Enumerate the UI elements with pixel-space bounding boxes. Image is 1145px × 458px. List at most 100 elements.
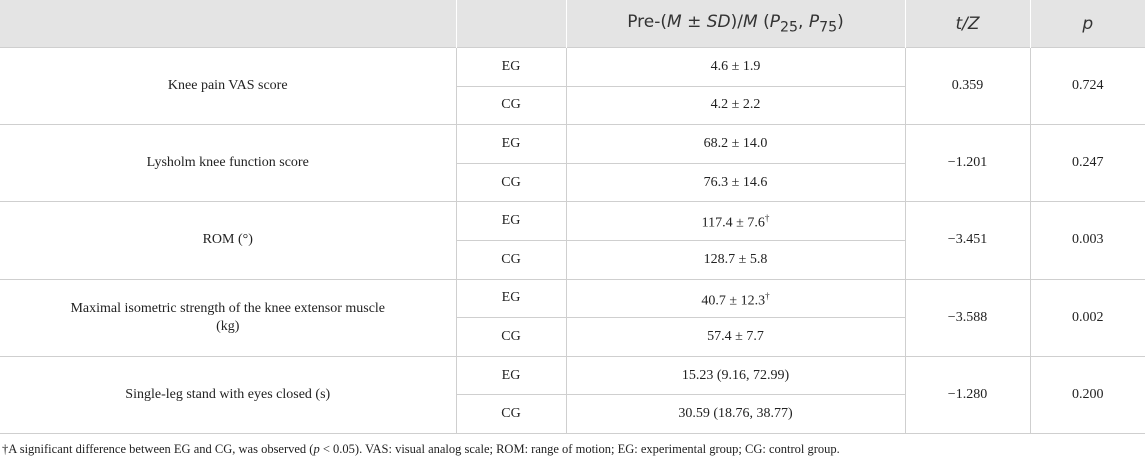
- group-cell: CG: [456, 394, 567, 434]
- header-text: Pre-(: [627, 11, 668, 32]
- p-value: 0.002: [1072, 309, 1104, 325]
- t-value: 0.359: [951, 78, 984, 94]
- header-cell: p: [1030, 0, 1145, 48]
- table-row: ROM (°) EG 117.4 ± 7.6† −3.451 0.003: [0, 201, 1145, 280]
- group-cell: EG: [455, 124, 567, 164]
- value: 30.59 (18.76, 38.77): [678, 406, 793, 422]
- row-label-cell: Lysholm knee function score: [0, 124, 457, 203]
- significance-mark: †: [764, 213, 770, 224]
- group-cell: EG: [455, 201, 567, 241]
- header-text: t/Z: [955, 13, 980, 34]
- table-row: CG 4.2 ± 2.2: [0, 85, 1145, 126]
- group-name: CG: [501, 251, 521, 267]
- value: 40.7 ± 12.3: [701, 293, 766, 309]
- footnote-text: < 0.05). VAS: visual analog scale; ROM: …: [319, 441, 840, 456]
- data-table: Pre-(M ± SD)/M (P25, P75) t/Z p Knee pai…: [0, 0, 1145, 434]
- row-label: Single-leg stand with eyes closed (s): [125, 386, 331, 402]
- header-text: SD: [706, 11, 731, 32]
- header-cell: [0, 0, 457, 48]
- table-row: CG 76.3 ± 14.6: [0, 162, 1145, 203]
- header-cell: t/Z: [905, 0, 1031, 48]
- significance-mark: †: [765, 290, 770, 301]
- p-cell: 0.002: [1029, 278, 1145, 357]
- group-name: EG: [501, 58, 521, 74]
- row-label: ROM (°): [202, 232, 253, 248]
- header-row: Pre-(M ± SD)/M (P25, P75) t/Z p: [0, 0, 1145, 48]
- row-label-cell: Knee pain VAS score: [0, 46, 457, 126]
- value: 57.4 ± 7.7: [707, 328, 764, 344]
- header-text: ,: [798, 11, 809, 32]
- value-cell: 4.6 ± 1.9: [565, 47, 906, 87]
- header-text: (: [757, 11, 770, 32]
- header-cell: [456, 0, 567, 48]
- header-text: M: [743, 11, 758, 32]
- header-text: ): [837, 11, 844, 32]
- header-text: ±: [681, 11, 707, 32]
- value: 15.23 (9.16, 72.99): [681, 367, 790, 383]
- row-label-cell: ROM (°): [0, 201, 457, 280]
- group-name: EG: [501, 367, 521, 383]
- value-cell: 40.7 ± 12.3†: [565, 278, 906, 319]
- table-row: Single-leg stand with eyes closed (s) EG 1…: [0, 355, 1145, 434]
- group-cell: CG: [456, 162, 567, 203]
- stat-cell: 0.359: [904, 46, 1031, 126]
- group-name: CG: [501, 406, 521, 422]
- value-cell: 68.2 ± 14.0: [565, 124, 906, 164]
- p-value: 0.724: [1072, 78, 1104, 94]
- table-row: CG 57.4 ± 7.7: [0, 317, 1145, 357]
- value: 128.7 ± 5.8: [703, 251, 768, 267]
- group-name: EG: [501, 290, 521, 306]
- t-value: −1.280: [947, 386, 988, 402]
- p-cell: 0.724: [1029, 46, 1145, 126]
- p-value: 0.247: [1072, 155, 1104, 171]
- p-cell: 0.003: [1029, 201, 1145, 280]
- p-cell: 0.247: [1029, 124, 1145, 203]
- value-cell: 76.3 ± 14.6: [565, 162, 905, 203]
- group-cell: EG: [455, 355, 567, 396]
- group-cell: EG: [455, 47, 567, 87]
- value-cell: 117.4 ± 7.6†: [565, 201, 906, 241]
- header-text: M: [667, 11, 682, 32]
- header-text: 25: [780, 19, 799, 36]
- value-cell: 4.2 ± 2.2: [565, 85, 905, 126]
- group-name: CG: [501, 97, 521, 113]
- header-text: 75: [819, 19, 838, 36]
- value: 117.4 ± 7.6: [701, 216, 765, 231]
- value-cell: 30.59 (18.76, 38.77): [565, 394, 905, 434]
- stat-cell: −3.451: [904, 201, 1031, 280]
- header-text: P: [769, 11, 781, 32]
- value: 68.2 ± 14.0: [703, 135, 768, 151]
- footnote: †A significant difference between EG and…: [2, 442, 1145, 457]
- group-name: CG: [501, 328, 521, 344]
- t-value: −1.201: [947, 155, 988, 171]
- t-value: −3.588: [947, 309, 988, 325]
- p-cell: 0.200: [1029, 355, 1145, 434]
- table-row: Lysholm knee function score EG 68.2 ± 14.0…: [0, 124, 1145, 203]
- p-value: 0.003: [1072, 232, 1104, 248]
- value-cell: 15.23 (9.16, 72.99): [565, 355, 906, 396]
- stat-cell: −3.588: [904, 278, 1031, 357]
- header-text: p: [1082, 13, 1094, 34]
- table-row: Maximal isometric strength of the knee e…: [0, 278, 1145, 357]
- group-cell: CG: [456, 85, 567, 126]
- row-label-cell: Single-leg stand with eyes closed (s): [0, 355, 457, 434]
- footnote-text: p: [313, 441, 320, 456]
- group-cell: CG: [456, 239, 567, 280]
- row-label: Maximal isometric strength of the knee e…: [70, 300, 386, 334]
- group-name: CG: [501, 174, 521, 190]
- group-cell: EG: [455, 278, 567, 319]
- value: 4.6 ± 1.9: [710, 58, 761, 74]
- header-cell: Pre-(M ± SD)/M (P25, P75): [566, 0, 906, 48]
- stat-cell: −1.280: [904, 355, 1031, 434]
- value: 4.2 ± 2.2: [710, 97, 761, 113]
- value: 76.3 ± 14.6: [703, 174, 768, 190]
- group-name: EG: [501, 213, 521, 229]
- table-row: Knee pain VAS score EG 4.6 ± 1.9 0.359 0.724: [0, 46, 1145, 126]
- value-cell: 128.7 ± 5.8: [565, 239, 905, 280]
- group-name: EG: [501, 135, 521, 151]
- header-text: P: [808, 11, 820, 32]
- table-row: CG 30.59 (18.76, 38.77): [0, 394, 1145, 434]
- group-cell: CG: [456, 317, 567, 357]
- header-text: )/: [730, 11, 744, 32]
